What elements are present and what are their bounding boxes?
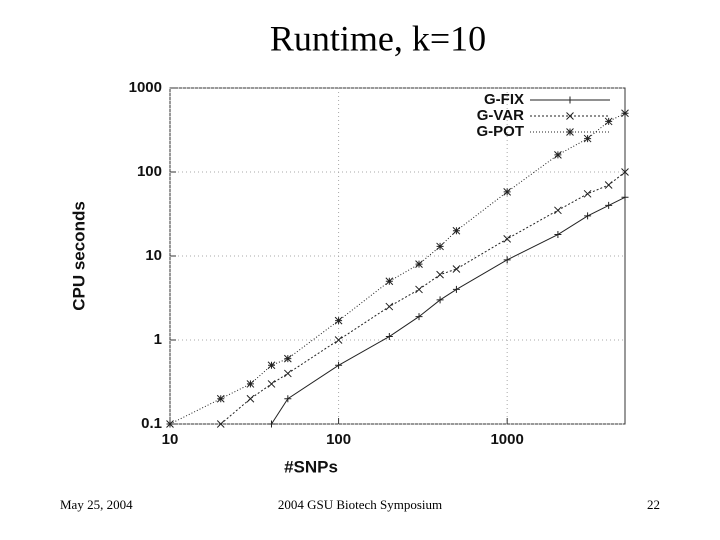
data-point — [436, 270, 444, 279]
data-point — [334, 336, 343, 344]
data-point — [452, 285, 460, 293]
data-point — [267, 361, 276, 370]
legend-marker — [566, 128, 574, 136]
data-point — [452, 226, 461, 235]
y-tick-label: 10 — [145, 247, 162, 264]
y-tick-label: 0.1 — [141, 415, 162, 432]
series-line — [169, 112, 626, 425]
x-tick-label: 100 — [326, 431, 351, 448]
y-axis-label: CPU seconds — [69, 201, 88, 311]
data-point — [554, 206, 562, 215]
series-line — [220, 171, 626, 425]
data-point — [621, 193, 629, 201]
data-point — [385, 302, 394, 311]
data-point — [385, 277, 394, 286]
legend-marker — [566, 96, 574, 104]
data-point — [436, 242, 444, 251]
data-point — [283, 354, 292, 363]
data-point — [246, 394, 255, 403]
data-point — [436, 296, 444, 304]
footer-page: 22 — [647, 497, 660, 512]
data-point — [452, 265, 461, 273]
data-point — [621, 109, 629, 118]
data-point — [503, 188, 512, 196]
data-point — [283, 369, 292, 378]
data-point — [621, 168, 629, 176]
chart-title: Runtime, k=10 — [270, 18, 486, 58]
data-point — [267, 420, 275, 428]
legend-label: G-POT — [477, 123, 525, 140]
data-point — [583, 189, 592, 198]
series-line — [271, 196, 626, 425]
x-tick-label: 10 — [162, 431, 179, 448]
data-point — [604, 181, 613, 189]
data-point — [554, 231, 562, 239]
x-tick-label: 1000 — [490, 431, 523, 448]
data-point — [385, 333, 393, 341]
data-point — [216, 420, 225, 428]
x-axis-label: #SNPs — [284, 457, 338, 476]
data-point — [554, 151, 562, 159]
legend-label: G-VAR — [477, 107, 524, 124]
data-point — [415, 285, 423, 294]
data-point — [605, 201, 613, 209]
data-point — [415, 260, 423, 268]
data-point — [334, 316, 343, 325]
data-point — [503, 235, 512, 243]
data-point — [584, 212, 592, 220]
data-point — [335, 361, 343, 369]
y-tick-label: 1000 — [129, 79, 162, 96]
data-point — [503, 256, 511, 264]
y-tick-label: 1 — [154, 331, 162, 348]
data-point — [415, 313, 423, 321]
data-point — [246, 380, 255, 388]
data-point — [604, 117, 613, 126]
footer-event: 2004 GSU Biotech Symposium — [278, 497, 442, 512]
data-point — [583, 134, 592, 143]
data-point — [267, 380, 276, 388]
data-point — [216, 394, 225, 403]
legend-marker — [566, 112, 574, 120]
y-tick-label: 100 — [137, 163, 162, 180]
data-point — [166, 420, 174, 428]
footer-date: May 25, 2004 — [60, 497, 133, 512]
legend-label: G-FIX — [484, 91, 524, 108]
data-point — [284, 395, 292, 403]
